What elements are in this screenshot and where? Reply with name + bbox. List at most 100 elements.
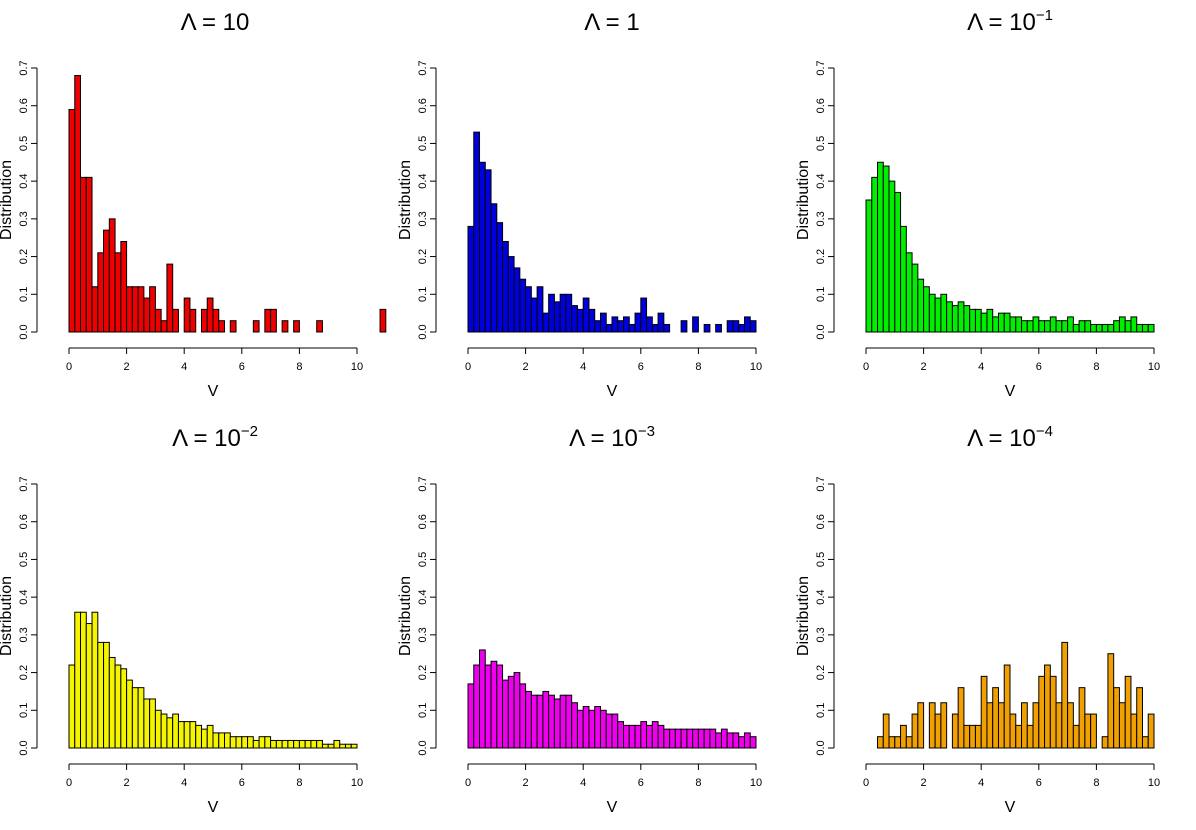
histogram-bar bbox=[605, 323, 613, 333]
histogram-bar bbox=[674, 728, 682, 749]
histogram-bar bbox=[969, 724, 976, 749]
y-tick-label: 0.6 bbox=[815, 514, 827, 529]
histogram-bar bbox=[316, 320, 323, 333]
histogram-bar bbox=[888, 736, 896, 749]
histogram-bar bbox=[321, 743, 329, 749]
histogram-bar bbox=[946, 301, 953, 333]
histogram-bar bbox=[1078, 320, 1086, 333]
histogram-bar bbox=[617, 721, 625, 749]
histogram-bar bbox=[530, 297, 538, 333]
histogram-bar bbox=[525, 690, 532, 749]
y-tick-label: 0.4 bbox=[417, 589, 429, 604]
histogram-bar bbox=[1021, 320, 1028, 333]
histogram-bar bbox=[143, 297, 151, 333]
histogram-bar bbox=[911, 263, 919, 333]
histogram-bar bbox=[206, 724, 214, 749]
y-tick-label: 0.2 bbox=[815, 249, 827, 264]
histogram-bar bbox=[247, 736, 254, 749]
histogram-bar bbox=[1147, 713, 1155, 749]
x-axis-label: V bbox=[1005, 383, 1016, 400]
y-tick-label: 0.3 bbox=[417, 211, 429, 226]
histogram-bar bbox=[490, 203, 498, 333]
histogram-bar bbox=[732, 320, 740, 333]
histogram-bar bbox=[97, 641, 105, 749]
x-tick-label: 8 bbox=[695, 361, 701, 373]
y-tick-label: 0.1 bbox=[18, 287, 30, 302]
histogram-bar bbox=[525, 286, 532, 333]
histogram-bar bbox=[108, 656, 116, 749]
y-tick-label: 0.7 bbox=[18, 476, 30, 491]
histogram-bar bbox=[749, 736, 757, 749]
x-tick-label: 10 bbox=[750, 361, 762, 373]
y-tick-label: 0.1 bbox=[417, 287, 429, 302]
histogram-bar bbox=[686, 728, 694, 749]
histogram-bar bbox=[628, 323, 636, 333]
histogram-bar bbox=[1095, 323, 1103, 333]
y-tick-label: 0.4 bbox=[18, 589, 30, 604]
histogram-bar bbox=[467, 683, 475, 749]
histogram-bar bbox=[200, 308, 208, 333]
histogram-bar bbox=[103, 229, 110, 333]
histogram-bar bbox=[986, 702, 994, 749]
histogram-bar bbox=[894, 736, 902, 749]
y-tick-label: 0.7 bbox=[18, 60, 30, 75]
histogram-bar bbox=[928, 293, 936, 333]
y-tick-label: 0.2 bbox=[18, 665, 30, 680]
histogram-bar bbox=[252, 320, 260, 333]
histogram-bar bbox=[235, 736, 243, 749]
histogram-bar bbox=[657, 724, 665, 749]
histogram-bar bbox=[536, 286, 544, 333]
histogram-bar bbox=[1078, 687, 1086, 749]
histogram-bar bbox=[270, 739, 277, 749]
y-tick-label: 0.0 bbox=[417, 740, 429, 755]
histogram-bar bbox=[149, 286, 156, 333]
x-tick-label: 2 bbox=[124, 361, 130, 373]
histogram-bar bbox=[120, 668, 128, 749]
histogram-bar bbox=[576, 308, 584, 333]
histogram-bar bbox=[663, 323, 671, 333]
histogram-bar bbox=[1026, 320, 1034, 333]
histogram-bar bbox=[599, 312, 607, 333]
histogram-bar bbox=[1072, 724, 1080, 749]
histogram-bar bbox=[149, 698, 156, 749]
histogram-bar bbox=[154, 308, 162, 333]
histogram-bar bbox=[1118, 702, 1126, 749]
histogram-bar bbox=[646, 724, 653, 749]
histogram-bar bbox=[599, 709, 607, 749]
histogram-bar bbox=[304, 739, 312, 749]
histogram-bar bbox=[513, 672, 521, 749]
histogram-bar bbox=[108, 218, 116, 333]
histogram-bar bbox=[1118, 316, 1126, 333]
histogram-bar bbox=[126, 679, 133, 749]
histogram-bar bbox=[732, 732, 740, 749]
x-axis-label: V bbox=[208, 799, 219, 816]
histogram-bar bbox=[97, 252, 105, 333]
panel-title: Λ = 10−3 bbox=[569, 423, 655, 452]
panel-title: Λ = 10−2 bbox=[172, 423, 258, 452]
x-tick-label: 10 bbox=[750, 777, 762, 789]
histogram-bar bbox=[663, 728, 671, 749]
x-tick-label: 10 bbox=[1148, 361, 1160, 373]
histogram-bar bbox=[900, 724, 907, 749]
histogram-bar bbox=[720, 728, 728, 749]
histogram-bar bbox=[634, 724, 642, 749]
y-tick-label: 0.7 bbox=[417, 476, 429, 491]
histogram-bar bbox=[1124, 320, 1132, 333]
histogram-bar bbox=[997, 702, 1005, 749]
x-tick-label: 6 bbox=[1036, 361, 1042, 373]
histogram-bar bbox=[576, 709, 584, 749]
histogram-bar bbox=[940, 702, 948, 749]
y-tick-label: 0.3 bbox=[18, 627, 30, 642]
histogram-bar bbox=[749, 320, 757, 333]
histogram-bar bbox=[91, 611, 99, 749]
histogram-bar bbox=[646, 316, 653, 333]
y-tick-label: 0.1 bbox=[815, 287, 827, 302]
histogram-bar bbox=[195, 724, 202, 749]
y-tick-label: 0.5 bbox=[417, 552, 429, 567]
histogram-bar bbox=[553, 301, 561, 333]
x-tick-label: 8 bbox=[695, 777, 701, 789]
x-tick-label: 0 bbox=[863, 361, 869, 373]
x-tick-label: 4 bbox=[181, 361, 187, 373]
panel-title: Λ = 10 bbox=[181, 9, 250, 36]
y-tick-label: 0.3 bbox=[18, 211, 30, 226]
